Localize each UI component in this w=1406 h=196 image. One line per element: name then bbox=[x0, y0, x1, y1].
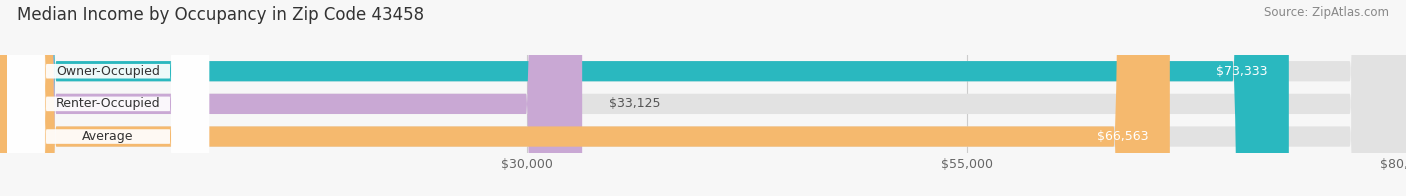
Text: Median Income by Occupancy in Zip Code 43458: Median Income by Occupancy in Zip Code 4… bbox=[17, 6, 425, 24]
Text: Average: Average bbox=[83, 130, 134, 143]
Text: Renter-Occupied: Renter-Occupied bbox=[56, 97, 160, 110]
Text: $66,563: $66,563 bbox=[1097, 130, 1149, 143]
FancyBboxPatch shape bbox=[7, 0, 209, 196]
Text: Source: ZipAtlas.com: Source: ZipAtlas.com bbox=[1264, 6, 1389, 19]
Text: Owner-Occupied: Owner-Occupied bbox=[56, 65, 160, 78]
FancyBboxPatch shape bbox=[0, 0, 1289, 196]
Text: $73,333: $73,333 bbox=[1216, 65, 1268, 78]
FancyBboxPatch shape bbox=[7, 0, 209, 196]
FancyBboxPatch shape bbox=[7, 0, 209, 196]
FancyBboxPatch shape bbox=[0, 0, 582, 196]
FancyBboxPatch shape bbox=[0, 0, 1170, 196]
Text: $33,125: $33,125 bbox=[609, 97, 659, 110]
